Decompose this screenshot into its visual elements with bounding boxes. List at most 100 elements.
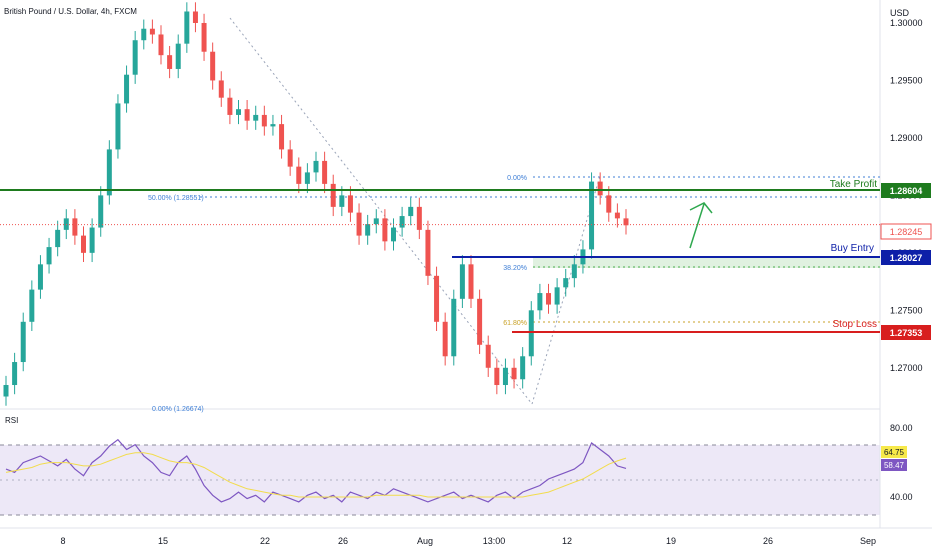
candle xyxy=(313,160,319,173)
candle xyxy=(244,109,250,121)
rsi-tick-80: 80.00 xyxy=(890,423,913,433)
fib-label-50: 50.00% (1.28551) xyxy=(148,195,204,202)
candle xyxy=(201,22,207,52)
stop-loss-price: 1.27353 xyxy=(890,328,923,338)
price-pane[interactable] xyxy=(0,0,880,408)
candle xyxy=(459,264,465,299)
price-tick-label: 1.29000 xyxy=(890,133,923,143)
time-tick-label: 19 xyxy=(666,536,676,546)
take-profit-price: 1.28604 xyxy=(890,186,923,196)
candle xyxy=(304,172,310,184)
symbol-title: British Pound / U.S. Dollar, 4h, FXCM xyxy=(4,7,137,16)
time-tick-label: 13:00 xyxy=(483,536,506,546)
time-tick-label: 22 xyxy=(260,536,270,546)
currency-label[interactable]: USD xyxy=(890,8,910,18)
rsi-title: RSI xyxy=(5,416,18,425)
time-tick-label: 12 xyxy=(562,536,572,546)
projection-arrow-icon[interactable] xyxy=(689,202,713,249)
candle xyxy=(3,385,9,397)
price-tick-label: 1.27500 xyxy=(890,305,923,315)
candle xyxy=(106,149,112,196)
fib-trendline-down xyxy=(229,17,533,405)
fibonacci-retracement[interactable]: 0.00% 50.00% (1.28551) 38.20% 61.80% 0.0… xyxy=(148,17,880,413)
candle xyxy=(141,28,147,41)
candle xyxy=(502,367,508,386)
time-tick-label: 15 xyxy=(158,536,168,546)
candle xyxy=(554,287,560,305)
price-tick-label: 1.27000 xyxy=(890,363,923,373)
candle xyxy=(81,235,86,253)
candle xyxy=(46,247,52,265)
candle xyxy=(270,124,276,127)
price-tick-label: 1.30000 xyxy=(890,18,923,28)
buy-entry-price-tag: 1.28027 xyxy=(881,250,931,265)
candle xyxy=(537,293,543,311)
candle xyxy=(356,212,362,236)
price-tick-label: 1.29500 xyxy=(890,75,923,85)
candle xyxy=(184,11,190,44)
candle xyxy=(416,206,422,230)
rsi-value: 58.47 xyxy=(884,461,905,470)
rsi-ma-value-tag: 64.75 xyxy=(881,446,907,458)
fib-label-38: 38.20% xyxy=(503,265,527,272)
rsi-tick-40: 40.00 xyxy=(890,492,913,502)
candle xyxy=(158,34,164,56)
buy-entry-label: Buy Entry xyxy=(831,243,874,254)
candle xyxy=(399,216,405,228)
fib-label-0-low: 0.00% (1.26674) xyxy=(152,406,204,413)
stop-loss-price-tag: 1.27353 xyxy=(881,325,931,340)
candle xyxy=(72,218,78,236)
candle xyxy=(175,43,181,69)
candle xyxy=(442,321,448,357)
current-price: 1.28245 xyxy=(890,227,923,237)
candle xyxy=(98,195,104,228)
candle xyxy=(546,293,551,305)
candle xyxy=(322,160,328,184)
candle xyxy=(391,227,396,242)
candle xyxy=(365,224,371,236)
time-tick-label: Aug xyxy=(417,536,433,546)
candle xyxy=(132,40,138,75)
candle xyxy=(485,344,491,368)
candle xyxy=(614,212,620,219)
candle xyxy=(382,218,388,242)
candle xyxy=(37,264,43,290)
candle xyxy=(63,218,69,230)
candle xyxy=(571,264,577,279)
candle xyxy=(89,227,95,253)
candle xyxy=(451,298,457,357)
time-tick-label: Sep xyxy=(860,536,876,546)
candle xyxy=(330,183,336,207)
candle xyxy=(115,103,121,150)
candle xyxy=(210,51,216,81)
time-axis[interactable]: 8 15 22 26 Aug 13:00 12 19 26 Sep xyxy=(60,536,876,546)
fib-label-0: 0.00% xyxy=(507,175,527,182)
candle xyxy=(29,289,35,322)
candle xyxy=(218,80,224,98)
candle xyxy=(520,356,526,380)
time-tick-label: 26 xyxy=(763,536,773,546)
candle xyxy=(528,310,534,357)
candlestick-series[interactable] xyxy=(3,2,629,406)
fib-label-61: 61.80% xyxy=(503,320,527,327)
rsi-ma-value: 64.75 xyxy=(884,448,905,457)
take-profit-price-tag: 1.28604 xyxy=(881,183,931,198)
candle xyxy=(511,367,517,380)
current-price-tag: 1.28245 xyxy=(880,223,932,240)
candle xyxy=(20,321,26,363)
candle xyxy=(408,206,414,217)
candle xyxy=(296,166,302,184)
candle xyxy=(373,218,379,225)
candle xyxy=(236,109,241,115)
candle xyxy=(253,114,259,121)
rsi-indicator[interactable] xyxy=(5,438,627,503)
candle xyxy=(167,55,173,69)
rsi-line xyxy=(5,438,627,503)
time-tick-label: 8 xyxy=(60,536,65,546)
candle xyxy=(425,229,431,276)
candle xyxy=(468,264,474,299)
candle xyxy=(227,97,233,115)
buy-entry-price: 1.28027 xyxy=(890,253,923,263)
candle xyxy=(623,218,629,226)
candle xyxy=(55,229,61,248)
